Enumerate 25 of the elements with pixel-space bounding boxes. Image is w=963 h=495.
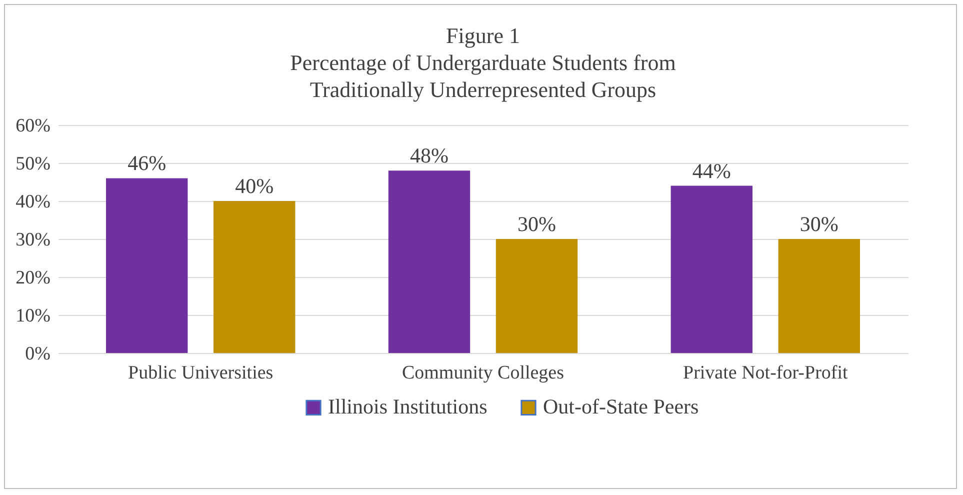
bar (670, 186, 752, 353)
y-tick-label: 10% (16, 306, 51, 326)
data-label: 46% (128, 151, 166, 176)
data-label: 30% (800, 212, 838, 236)
legend-label: Out-of-State Peers (543, 394, 699, 419)
x-tick-label: Private Not-for-Profit (683, 362, 848, 384)
legend-label: Illinois Institutions (328, 394, 488, 419)
data-label: 44% (692, 158, 731, 183)
bar (496, 239, 578, 353)
x-tick-label: Public Universities (128, 362, 274, 384)
data-label: 48% (410, 144, 448, 168)
bar (214, 201, 296, 353)
y-tick-label: 20% (16, 268, 51, 288)
y-tick-label: 0% (25, 344, 51, 364)
bar (106, 178, 188, 353)
bar (388, 170, 470, 353)
y-tick-label: 50% (16, 154, 51, 174)
y-tick-label: 30% (16, 230, 51, 250)
data-label: 40% (235, 174, 274, 198)
y-tick-label: 60% (16, 116, 51, 136)
chart-title: Figure 1 Percentage of Undergarduate Students from Traditionally Underrepresented Groups (290, 23, 676, 102)
bar (778, 239, 860, 353)
x-tick-label: Community Colleges (402, 362, 564, 384)
y-tick-label: 40% (16, 192, 51, 212)
data-label: 30% (518, 212, 556, 236)
